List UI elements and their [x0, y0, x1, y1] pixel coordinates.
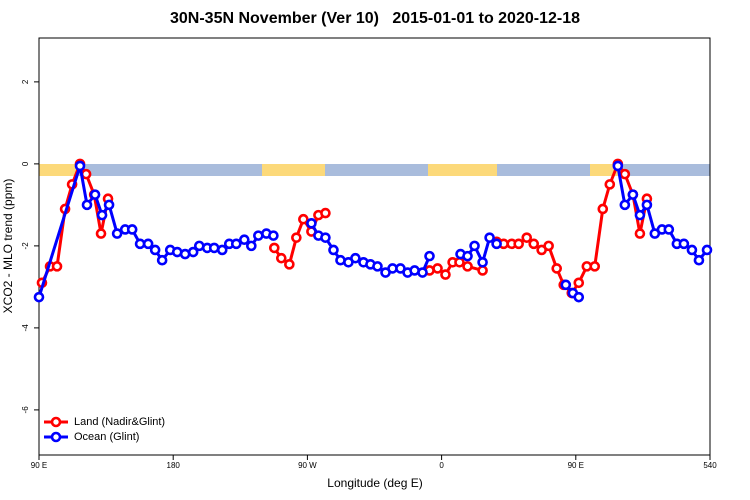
point — [484, 232, 495, 243]
point — [306, 218, 317, 229]
y-tick-label: -2 — [21, 242, 30, 250]
point — [268, 242, 280, 254]
y-axis-label: XCO2 - MLO trend (ppm) — [1, 179, 15, 314]
point — [111, 228, 123, 239]
point — [573, 291, 585, 303]
point — [560, 279, 572, 291]
x-tick-label: 0 — [439, 461, 444, 470]
point — [597, 203, 609, 215]
point — [432, 263, 443, 274]
point — [551, 263, 563, 274]
point — [246, 240, 257, 252]
x-tick-label: 180 — [167, 461, 181, 470]
point — [89, 189, 101, 200]
x-axis-label: Longitude (deg E) — [327, 476, 422, 490]
point — [701, 244, 713, 256]
point — [634, 228, 646, 239]
point — [103, 199, 115, 211]
point — [216, 244, 228, 256]
point — [142, 238, 154, 250]
point — [462, 261, 473, 272]
legend-marker — [50, 431, 62, 443]
point — [686, 244, 698, 256]
point — [253, 230, 264, 241]
point — [627, 189, 639, 200]
land-ocean-band — [39, 164, 710, 176]
land-band — [39, 164, 79, 176]
point — [298, 213, 309, 225]
point — [477, 256, 488, 268]
y-tick-label: 0 — [21, 161, 30, 166]
point — [149, 244, 161, 256]
point — [320, 232, 331, 243]
x-tick-label: 540 — [703, 461, 717, 470]
point — [424, 250, 435, 262]
point — [276, 252, 287, 264]
x-tick-label: 90 E — [31, 461, 47, 470]
land-band — [428, 164, 497, 176]
point — [417, 267, 428, 278]
point — [513, 238, 524, 250]
point — [491, 238, 502, 250]
point — [284, 259, 295, 270]
point — [179, 248, 191, 260]
ocean-band — [39, 164, 710, 176]
point — [156, 254, 168, 266]
legend-label: Land (Nadir&Glint) — [74, 416, 165, 428]
point — [693, 254, 705, 266]
point — [126, 224, 138, 235]
point — [589, 261, 601, 272]
y-tick-label: -6 — [21, 406, 30, 414]
point — [521, 232, 533, 243]
point — [95, 228, 107, 239]
point — [239, 234, 250, 246]
point — [641, 199, 653, 211]
point — [543, 240, 554, 252]
point — [604, 179, 616, 190]
point — [440, 269, 451, 280]
point — [291, 232, 302, 243]
chart-title: 30N-35N November (Ver 10) 2015-01-01 to … — [170, 10, 580, 27]
point — [619, 199, 631, 211]
point — [528, 238, 540, 250]
point — [51, 261, 63, 272]
point — [74, 160, 86, 172]
point — [372, 261, 383, 272]
point — [350, 252, 361, 264]
point — [208, 242, 220, 254]
point — [612, 160, 624, 172]
point — [328, 244, 339, 256]
legend-marker — [50, 416, 62, 428]
point — [96, 209, 108, 221]
point — [454, 256, 465, 268]
point — [573, 277, 585, 289]
point — [320, 207, 331, 219]
point — [634, 209, 646, 221]
legend-label: Ocean (Glint) — [74, 431, 139, 443]
y-tick-label: -4 — [21, 324, 30, 332]
point — [268, 230, 279, 241]
point — [81, 199, 93, 211]
point — [469, 240, 480, 252]
point — [619, 168, 631, 180]
land-band — [262, 164, 325, 176]
point — [462, 250, 473, 262]
land-band — [590, 164, 618, 176]
point — [678, 238, 690, 250]
point — [230, 238, 242, 250]
point — [477, 265, 488, 276]
point — [187, 246, 199, 258]
point — [663, 224, 675, 235]
x-tick-label: 90 W — [298, 461, 317, 470]
point — [33, 291, 45, 303]
y-tick-label: 2 — [21, 79, 30, 84]
x-tick-label: 90 E — [568, 461, 584, 470]
